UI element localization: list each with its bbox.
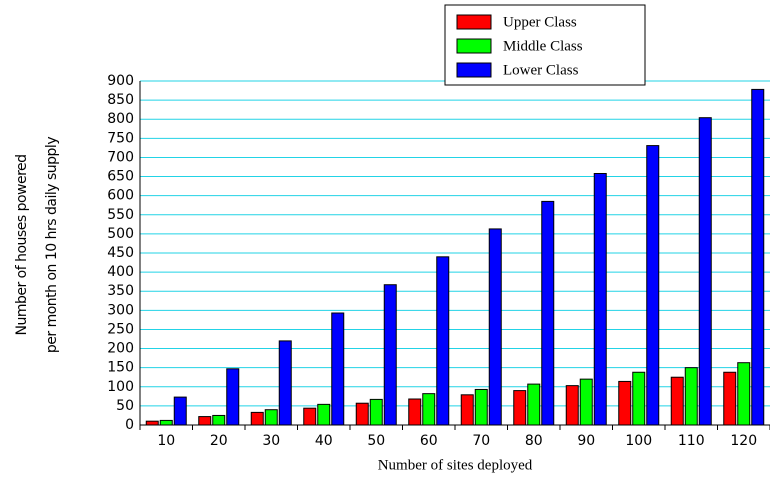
y-tick-label: 50 xyxy=(116,398,134,414)
x-tick-label: 100 xyxy=(625,433,652,449)
bar xyxy=(670,376,684,426)
y-tick-label: 700 xyxy=(107,149,134,165)
bar xyxy=(173,396,187,426)
legend-label: Middle Class xyxy=(503,38,583,54)
y-tick-label: 850 xyxy=(107,92,134,108)
legend-label: Lower Class xyxy=(503,62,579,78)
y-tick-label: 400 xyxy=(107,264,134,280)
bar xyxy=(565,385,579,426)
bar xyxy=(541,200,555,426)
bar xyxy=(303,407,317,426)
bar xyxy=(145,420,159,426)
x-tick-label: 120 xyxy=(730,433,757,449)
x-tick-label: 110 xyxy=(678,433,705,449)
bar xyxy=(264,409,278,426)
y-tick-label: 500 xyxy=(107,226,134,242)
bar xyxy=(474,388,488,426)
y-tick-label: 350 xyxy=(107,283,134,299)
bar xyxy=(632,371,646,426)
x-axis-label: Number of sites deployed xyxy=(378,457,533,473)
y-axis-label: per month on 10 hrs daily supply xyxy=(44,137,60,353)
y-tick-label: 0 xyxy=(125,417,134,433)
bar xyxy=(698,117,712,426)
x-tick-label: 20 xyxy=(210,433,228,449)
bar xyxy=(422,393,436,426)
bar xyxy=(383,284,397,426)
bar xyxy=(723,371,737,426)
x-tick-label: 70 xyxy=(472,433,490,449)
bar xyxy=(317,403,331,426)
legend-label: Upper Class xyxy=(503,14,577,30)
bar xyxy=(278,340,292,426)
y-tick-label: 800 xyxy=(107,111,134,127)
bar xyxy=(250,411,264,426)
y-tick-label: 300 xyxy=(107,302,134,318)
bar xyxy=(579,378,593,426)
y-tick-label: 600 xyxy=(107,188,134,204)
y-tick-label: 100 xyxy=(107,379,134,395)
bar xyxy=(488,228,502,426)
x-tick-label: 40 xyxy=(315,433,333,449)
x-tick-label: 80 xyxy=(525,433,543,449)
bar xyxy=(593,172,607,426)
bar xyxy=(159,419,173,426)
bar xyxy=(527,383,541,426)
bar xyxy=(226,368,240,426)
x-tick-label: 50 xyxy=(367,433,385,449)
y-axis-label: Number of houses powered xyxy=(14,154,30,335)
x-tick-label: 10 xyxy=(157,433,175,449)
bar xyxy=(513,390,527,426)
y-tick-label: 200 xyxy=(107,341,134,357)
bar xyxy=(355,402,369,426)
legend-swatch xyxy=(456,38,492,54)
y-tick-label: 650 xyxy=(107,169,134,185)
bar xyxy=(436,256,450,426)
x-tick-label: 90 xyxy=(577,433,595,449)
bar xyxy=(460,394,474,426)
bar xyxy=(684,367,698,426)
bar xyxy=(618,380,632,426)
y-tick-label: 150 xyxy=(107,360,134,376)
legend-swatch xyxy=(456,14,492,30)
bar xyxy=(369,398,383,426)
y-tick-label: 750 xyxy=(107,130,134,146)
y-tick-label: 550 xyxy=(107,207,134,223)
bar xyxy=(751,88,765,426)
y-tick-label: 250 xyxy=(107,321,134,337)
bar xyxy=(408,398,422,426)
y-axis-label-group: Number of houses powered per month on 10… xyxy=(14,137,60,353)
bar xyxy=(212,414,226,426)
y-tick-label: 450 xyxy=(107,245,134,261)
bar xyxy=(331,312,345,426)
x-tick-label: 30 xyxy=(262,433,280,449)
bar xyxy=(198,416,212,426)
legend-swatch xyxy=(456,62,492,78)
bar xyxy=(737,362,751,426)
x-tick-label: 60 xyxy=(420,433,438,449)
bar xyxy=(646,145,660,426)
y-tick-label: 900 xyxy=(107,73,134,89)
